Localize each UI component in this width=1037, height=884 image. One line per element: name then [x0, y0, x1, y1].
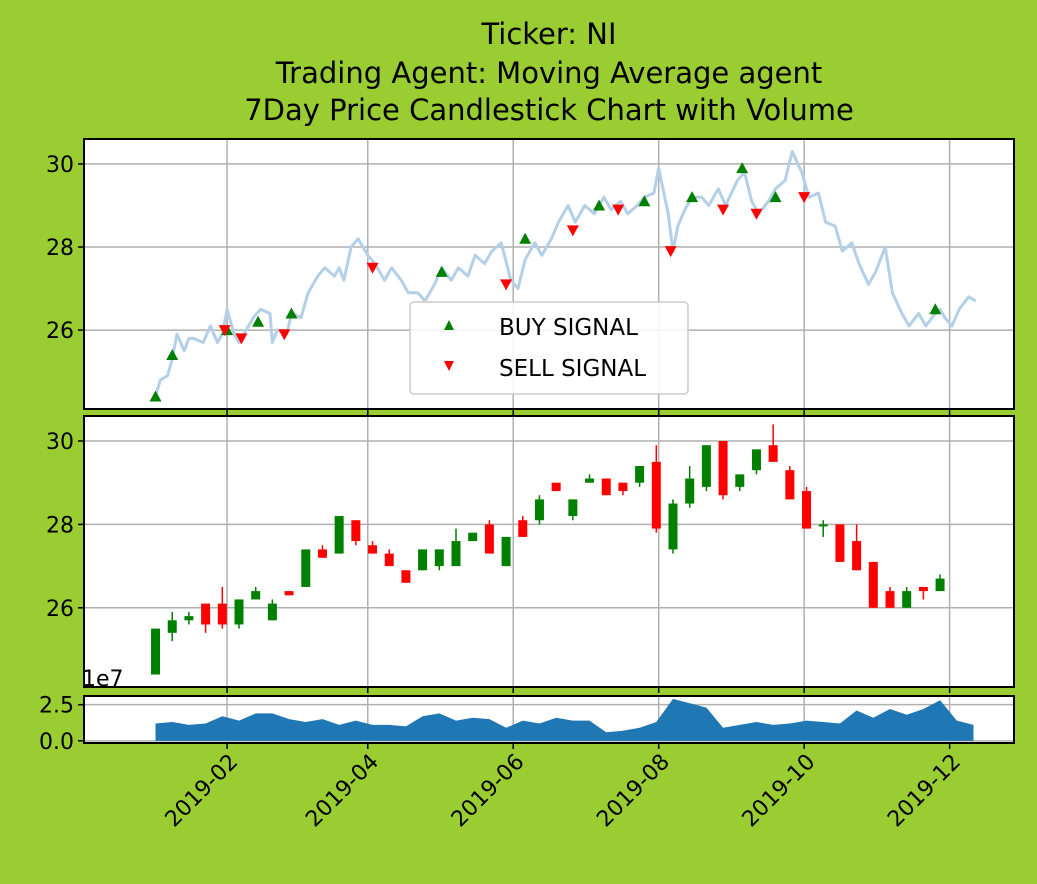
- candle-body: [534, 499, 544, 521]
- legend-sell-label: SELL SIGNAL: [499, 356, 646, 382]
- candle-body: [835, 524, 845, 562]
- candle-plot-area: [84, 416, 1014, 687]
- candle-body: [501, 536, 511, 567]
- legend-buy-marker: [444, 320, 454, 330]
- legend-buy-label: BUY SIGNAL: [499, 315, 638, 341]
- candle-body: [201, 603, 211, 625]
- buy-signal-marker: [252, 315, 265, 327]
- sell-signal-marker: [235, 333, 248, 345]
- candle-body: [551, 482, 561, 492]
- buy-signal-marker: [929, 303, 942, 315]
- buy-signal-marker: [638, 195, 651, 207]
- buy-signal-marker: [435, 265, 448, 277]
- volume-scale-label: 1e7: [82, 667, 124, 692]
- candle-body: [468, 532, 478, 542]
- candle-y-tick-label: 26: [46, 597, 74, 622]
- candle-body: [434, 549, 444, 567]
- sell-signal-marker: [612, 204, 625, 216]
- candle-body: [334, 516, 344, 554]
- candle-body: [885, 591, 895, 608]
- candle-y-tick-label: 28: [46, 513, 74, 538]
- candle-body: [601, 478, 611, 496]
- candle-body: [301, 549, 311, 587]
- legend-sell-marker: [444, 361, 454, 371]
- legend-box: [409, 301, 689, 395]
- buy-signal-marker: [593, 199, 606, 211]
- volume-frame: [83, 695, 1015, 744]
- candle-body: [902, 591, 912, 608]
- candle-body: [184, 616, 194, 621]
- candle-body: [918, 586, 928, 592]
- candle-body: [568, 499, 578, 517]
- sell-signal-marker: [798, 192, 811, 204]
- candle-y-tick-label: 30: [46, 430, 74, 455]
- sell-signal-marker: [500, 279, 513, 291]
- buy-signal-marker: [769, 191, 782, 203]
- candle-body: [217, 603, 227, 625]
- price-y-tick-label: 28: [46, 236, 74, 261]
- candle-body: [484, 524, 494, 554]
- volume-y-tick-label: 2.5: [39, 694, 74, 719]
- candle-body: [618, 482, 628, 492]
- candle-body: [635, 466, 645, 483]
- candle-body: [317, 549, 327, 558]
- price-y-tick-label: 30: [46, 153, 74, 178]
- buy-signal-marker: [149, 390, 162, 402]
- price-frame: [83, 138, 1015, 410]
- sell-signal-marker: [278, 329, 291, 341]
- candle-body: [518, 520, 528, 537]
- price-panel: 26 28 30: [46, 138, 1015, 415]
- price-line: [154, 150, 977, 397]
- candle-body: [418, 549, 428, 571]
- candle-body: [751, 449, 761, 471]
- volume-area: [155, 698, 974, 741]
- buy-signal-marker: [519, 232, 532, 244]
- candle-body: [868, 561, 878, 608]
- sell-signal-marker: [366, 262, 379, 274]
- price-y-tick-label: 26: [46, 319, 74, 344]
- candle-body: [267, 603, 277, 621]
- candle-body: [234, 599, 244, 625]
- sell-signal-marker: [664, 246, 677, 258]
- candle-body: [935, 578, 945, 592]
- candle-body: [251, 591, 261, 600]
- candle-body: [351, 520, 361, 542]
- sell-signal-marker: [566, 225, 579, 237]
- candle-body: [735, 474, 745, 487]
- candle-body: [368, 545, 378, 554]
- candle-body: [668, 503, 678, 550]
- buy-signal-marker: [736, 162, 749, 174]
- buy-signal-marker: [166, 349, 179, 360]
- candle-body: [651, 461, 661, 529]
- candle-body: [167, 620, 177, 633]
- sell-signal-marker: [218, 325, 231, 337]
- candle-body: [585, 478, 595, 483]
- buy-signal-marker: [285, 307, 298, 319]
- candle-body: [768, 445, 778, 462]
- chart-title-line-1: Ticker: NI: [480, 17, 616, 51]
- candle-body: [685, 478, 695, 504]
- candle-frame: [83, 415, 1015, 688]
- buy-signal-marker: [686, 191, 699, 203]
- sell-signal-marker: [717, 204, 730, 216]
- candle-body: [802, 491, 812, 529]
- candle-body: [818, 524, 828, 527]
- candle-body: [151, 628, 161, 675]
- candlestick-panel: 26 28 30: [46, 415, 1015, 693]
- sell-signal-marker: [750, 208, 763, 220]
- candle-body: [384, 553, 394, 567]
- candle-body: [785, 470, 795, 500]
- candle-body: [451, 541, 461, 567]
- chart-title-line-3: 7Day Price Candlestick Chart with Volume: [244, 93, 854, 127]
- candle-body: [284, 591, 294, 596]
- volume-y-tick-label: 0.0: [39, 730, 74, 755]
- candle-body: [852, 541, 862, 571]
- candle-body: [718, 441, 728, 496]
- candle-body: [701, 445, 711, 487]
- chart-title-line-2: Trading Agent: Moving Average agent: [275, 56, 823, 90]
- candle-body: [401, 570, 411, 583]
- legend: BUY SIGNAL SELL SIGNAL: [409, 301, 689, 395]
